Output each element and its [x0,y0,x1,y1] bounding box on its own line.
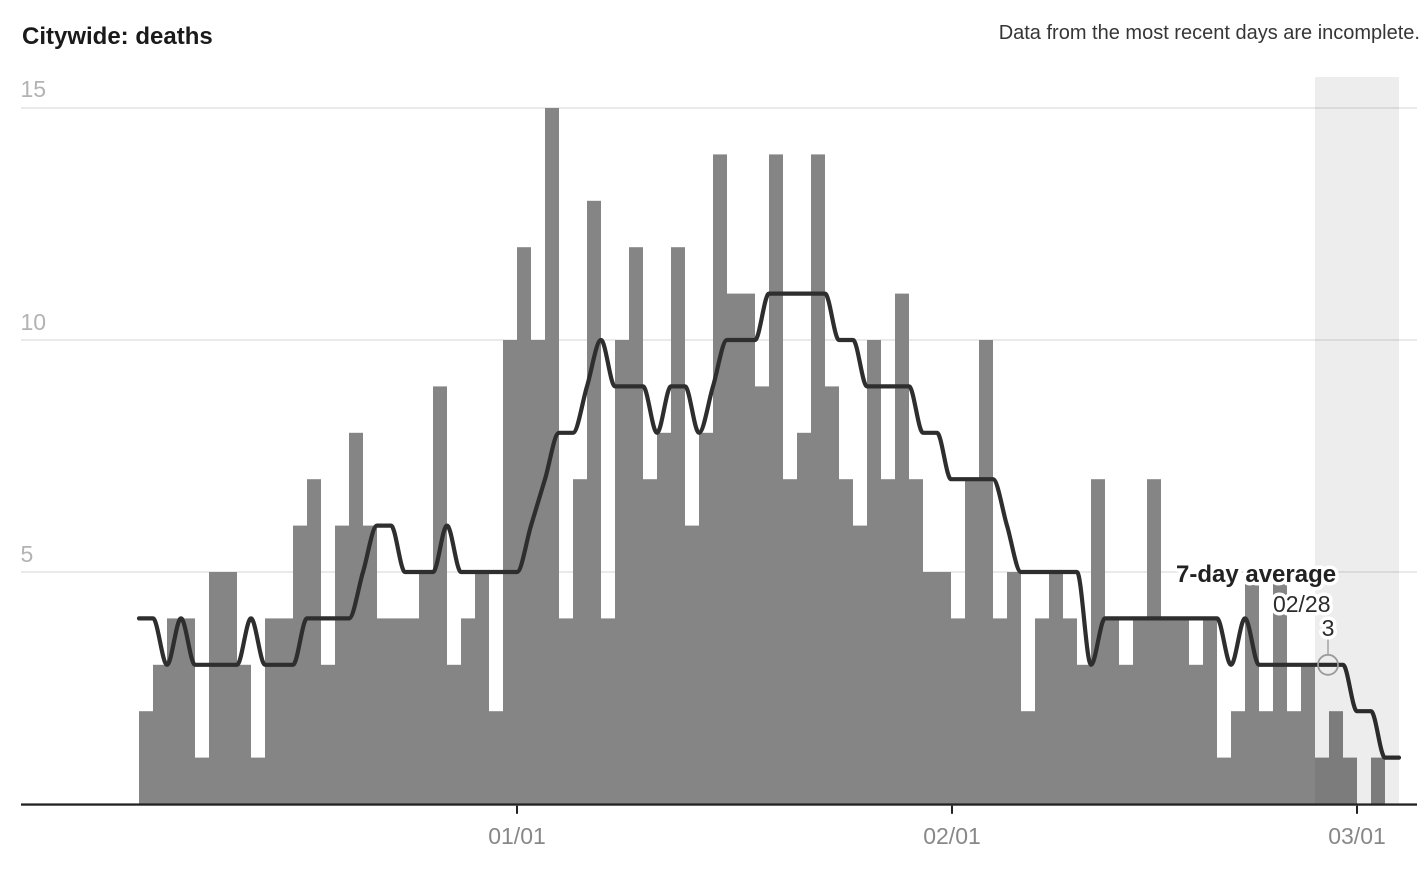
svg-text:15: 15 [21,76,47,102]
svg-text:03/01: 03/01 [1328,823,1386,849]
svg-text:Data from the most recent days: Data from the most recent days are incom… [999,22,1420,44]
svg-text:3: 3 [1322,615,1335,641]
svg-text:10: 10 [21,309,47,335]
svg-text:02/28: 02/28 [1273,591,1331,617]
svg-text:01/01: 01/01 [488,823,546,849]
svg-text:02/01: 02/01 [923,823,981,849]
svg-text:5: 5 [21,541,34,567]
svg-text:Citywide: deaths: Citywide: deaths [22,23,213,50]
svg-text:7-day average: 7-day average [1176,561,1336,588]
